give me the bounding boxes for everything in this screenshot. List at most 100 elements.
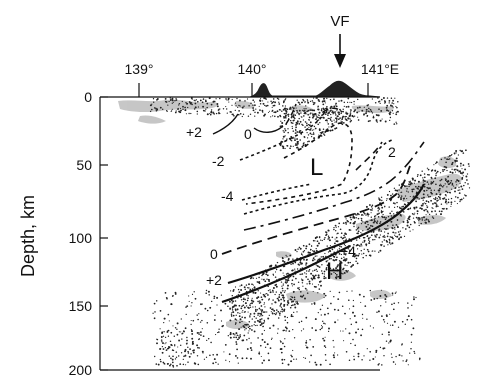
stipple-dot <box>415 216 418 219</box>
stipple-dot <box>296 302 299 305</box>
stipple-dot <box>268 314 270 317</box>
stipple-dot <box>339 330 342 332</box>
stipple-dot <box>348 332 351 335</box>
stipple-dot <box>277 332 279 334</box>
stipple-dot <box>339 245 341 248</box>
stipple-dot <box>333 259 336 262</box>
stipple-dot <box>312 257 315 260</box>
stipple-dot <box>298 117 300 120</box>
stipple-dot <box>295 126 297 129</box>
stipple-dot <box>370 212 372 214</box>
stipple-dot <box>315 247 317 250</box>
stipple-dot <box>210 103 213 106</box>
stipple-dot <box>328 126 330 128</box>
stipple-dot <box>434 210 436 212</box>
stipple-dot <box>348 228 351 231</box>
stipple-dot <box>342 267 345 270</box>
stipple-dot <box>160 339 163 341</box>
stipple-dot <box>458 171 460 173</box>
stipple-dot <box>459 189 461 191</box>
stipple-dot <box>229 331 232 334</box>
stipple-dot <box>355 239 358 241</box>
stipple-dot <box>335 230 337 232</box>
stipple-dot <box>286 108 289 111</box>
stipple-dot <box>318 242 320 245</box>
stipple-dot <box>149 110 152 113</box>
stipple-dot <box>291 279 294 281</box>
stipple-dot <box>292 349 294 352</box>
stipple-dot <box>410 182 412 184</box>
stipple-dot <box>338 222 341 225</box>
stipple-dot <box>280 341 282 343</box>
stipple-dot <box>290 354 292 357</box>
stipple-dot <box>367 223 369 226</box>
stipple-dot <box>296 140 299 143</box>
stipple-dot <box>334 127 337 130</box>
stipple-dot <box>311 327 314 329</box>
stipple-dot <box>417 180 420 183</box>
stipple-dot <box>317 292 319 294</box>
stipple-dot <box>397 100 399 103</box>
stipple-dot <box>404 323 406 325</box>
stipple-dot <box>384 120 387 123</box>
stipple-dot <box>451 184 453 186</box>
y-axis-title: Depth, km <box>18 195 38 277</box>
stipple-dot <box>358 237 361 239</box>
stipple-dot <box>360 301 362 303</box>
stipple-dot <box>252 104 254 106</box>
stipple-dot <box>397 326 400 328</box>
stipple-dot <box>323 134 326 136</box>
stipple-dot <box>242 339 245 342</box>
stipple-dot <box>176 333 179 336</box>
stipple-dot <box>315 363 318 366</box>
stipple-dot <box>349 318 351 320</box>
stipple-dot <box>310 127 312 130</box>
stipple-dot <box>229 308 231 310</box>
stipple-dot <box>262 111 264 113</box>
stipple-dot <box>369 108 372 111</box>
stipple-dot <box>154 311 156 313</box>
stipple-dot <box>279 305 282 307</box>
stipple-dot <box>296 131 299 133</box>
stipple-dot <box>250 342 252 344</box>
stipple-dot <box>389 199 392 202</box>
stipple-dot <box>446 191 449 194</box>
stipple-dot <box>239 285 241 287</box>
stipple-dot <box>150 108 153 111</box>
stipple-dot <box>387 331 390 334</box>
stipple-dot <box>298 287 300 289</box>
stipple-dot <box>445 166 448 169</box>
stipple-dot <box>259 344 262 347</box>
stipple-dot <box>225 359 227 361</box>
stipple-dot <box>169 97 171 99</box>
stipple-dot <box>292 122 294 124</box>
stipple-dot <box>395 111 398 113</box>
stipple-dot <box>453 168 456 171</box>
stipple-dot <box>408 226 411 229</box>
stipple-dot <box>405 360 408 363</box>
stipple-dot <box>381 333 384 336</box>
stipple-dot <box>428 196 430 198</box>
stipple-dot <box>261 274 263 277</box>
stipple-dot <box>235 343 238 345</box>
stipple-dot <box>172 101 175 103</box>
contour-label: 0 <box>210 246 218 262</box>
stipple-dot <box>406 190 408 192</box>
stipple-dot <box>363 241 366 243</box>
stipple-dot <box>312 101 314 104</box>
stipple-dot <box>259 315 261 317</box>
stipple-dot <box>331 120 333 123</box>
stipple-dot <box>444 183 446 185</box>
stipple-dot <box>208 97 211 100</box>
stipple-dot <box>368 213 370 216</box>
stipple-dot <box>301 279 304 282</box>
stipple-dot <box>394 189 397 192</box>
stipple-dot <box>427 212 429 214</box>
stipple-dot <box>309 121 312 124</box>
stipple-dot <box>314 303 316 305</box>
stipple-dot <box>255 277 258 279</box>
stipple-dot <box>172 366 175 368</box>
stipple-dot <box>289 106 292 109</box>
stipple-dot <box>352 264 355 266</box>
stipple-dot <box>187 350 189 353</box>
